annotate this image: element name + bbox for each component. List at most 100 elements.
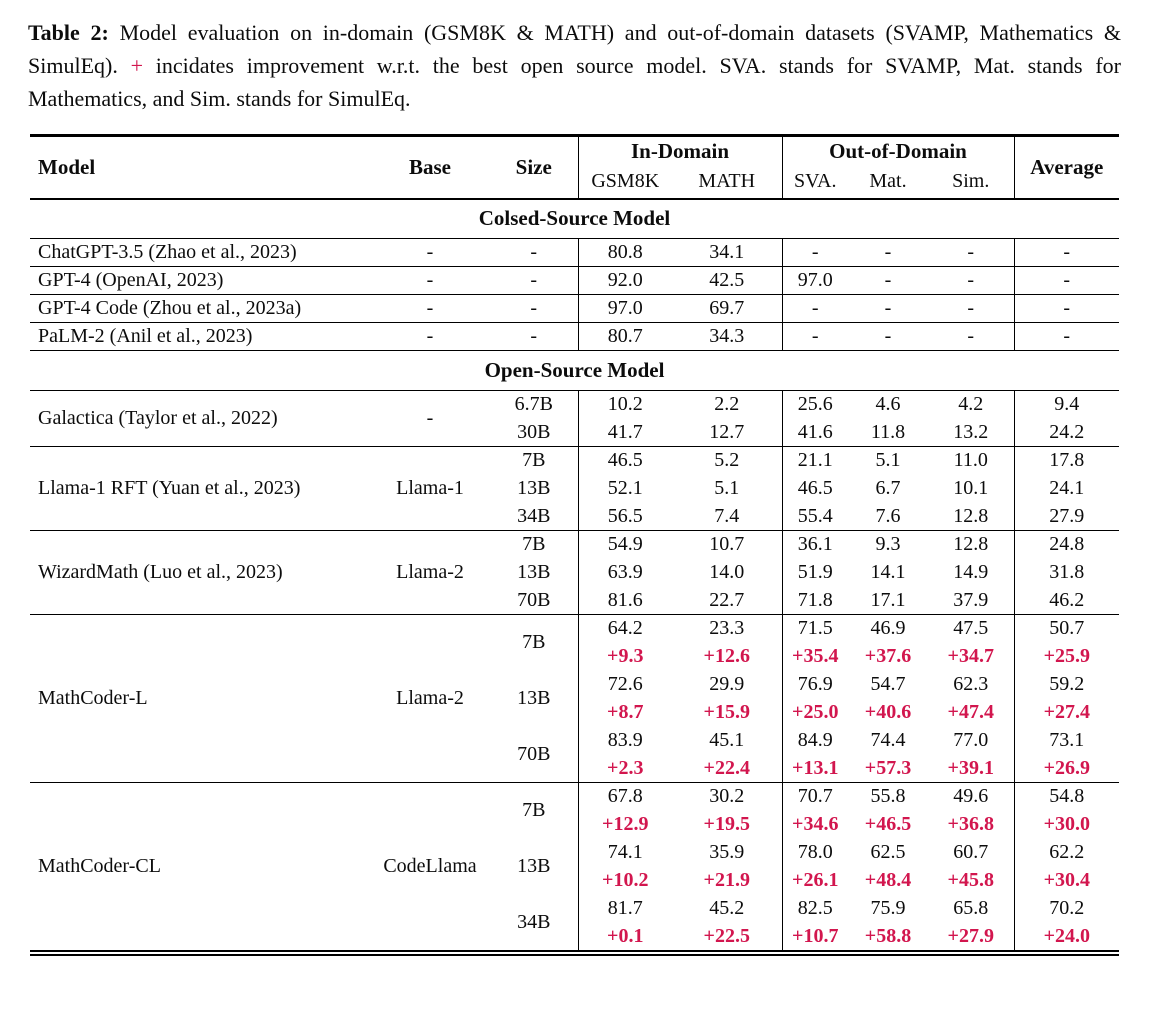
cell-delta: +34.7 (928, 642, 1015, 671)
column-header-model: Model (38, 154, 96, 179)
section-title-row: Colsed-Source Model (30, 199, 1120, 239)
cell-size: 7B (490, 446, 579, 475)
cell-value: 72.6 (607, 673, 643, 695)
cell-value: - (884, 269, 892, 291)
cell-value: 34.1 (672, 238, 783, 267)
cell-delta: +0.1 (607, 924, 644, 947)
cell-value: 46.5 (607, 449, 643, 472)
cell-base: Llama-1 (396, 477, 464, 499)
table-row: 34B 81.7 45.2 82.5 75.9 65.8 70.2 (30, 894, 1119, 951)
cell-model: GPT-4 Code (Zhou et al., 2023a) (38, 297, 302, 319)
cell-value: 9.4 (1054, 393, 1080, 416)
cell-value: 45.1 (672, 726, 783, 755)
cell-value: 4.2 (928, 390, 1015, 419)
cell-value: 17.8 (1049, 449, 1085, 472)
cell-value: 82.5 (797, 897, 833, 919)
cell-value: 37.9 (928, 586, 1015, 615)
cell-size: - (490, 238, 579, 267)
cell-model: Galactica (Taylor et al., 2022) (38, 407, 278, 429)
cell-delta: +9.3 (607, 645, 644, 667)
table-delta-row: +9.3 +12.6 +35.4 +37.6 +34.7 +25.9 (30, 642, 1119, 671)
cell-delta: +15.9 (672, 698, 783, 727)
table-row: GPT-4 Code (Zhou et al., 2023a) - - 97.0 69.… (30, 294, 1120, 323)
cell-value: 11.8 (870, 420, 906, 443)
section-title-row: Open-Source Model (30, 350, 1120, 391)
cell-size: 34B (490, 894, 579, 951)
cell-model: MathCoder-L (38, 687, 148, 709)
cell-value: 80.8 (607, 241, 643, 263)
section-title: Open-Source Model (484, 358, 665, 382)
cell-value: 81.6 (607, 588, 643, 611)
table-row: Llama-1 RFT (Yuan et al., 2023) Llama-1 7B… (30, 446, 1120, 499)
cell-delta: +46.5 (864, 813, 912, 835)
table-delta-row: +10.2 +21.9 +26.1 +48.4 +45.8 +30.4 (30, 866, 1119, 895)
cell-value: 12.8 (928, 530, 1015, 559)
cell-size: 13B (490, 474, 579, 503)
cell-value: 71.8 (797, 588, 833, 611)
column-header-svamp: SVA. (794, 170, 837, 192)
cell-delta: +26.9 (1043, 756, 1090, 779)
cell-value: 10.2 (607, 393, 643, 416)
cell-value: 62.2 (1049, 841, 1085, 863)
cell-value: 34.3 (672, 322, 783, 351)
cell-value: 56.5 (607, 504, 643, 527)
table-row: 13B 74.1 35.9 78.0 62.5 60.7 62.2 (30, 838, 1119, 895)
table-row: GPT-4 (OpenAI, 2023) - - 92.0 42.5 97.0 - - - (30, 266, 1120, 295)
cell-model: ChatGPT-3.5 (Zhao et al., 2023) (38, 241, 297, 263)
cell-value: 70.7 (797, 785, 833, 808)
cell-delta: +34.6 (792, 813, 839, 835)
cell-model: PaLM-2 (Anil et al., 2023) (38, 325, 253, 347)
cell-value: 17.1 (870, 588, 906, 611)
cell-value: 63.9 (607, 561, 643, 583)
cell-value: 4.6 (875, 393, 901, 416)
cell-value: 97.0 (797, 269, 833, 291)
cell-value: 5.2 (672, 446, 783, 475)
results-table-body: Colsed-Source Model ChatGPT-3.5 (Zhao et … (30, 199, 1120, 951)
caption-label: Table 2: (28, 20, 109, 45)
cell-value: - (1063, 241, 1071, 263)
caption-text-before-plus: Model evaluation on in-domain (GSM8K & M… (28, 20, 1122, 78)
cell-value: 11.0 (928, 446, 1015, 475)
table-row: MathCoder-L Llama-2 7B 64.2 23.3 71.5 46.9 47.5… (30, 614, 1120, 709)
table-delta-row: +2.3 +22.4 +13.1 +57.3 +39.1 +26.9 (30, 754, 1119, 783)
cell-base: - (426, 297, 434, 319)
cell-value: 27.9 (1049, 504, 1085, 527)
cell-value: 67.8 (607, 785, 643, 808)
cell-base: - (426, 407, 434, 429)
column-header-simuleq: Sim. (928, 165, 1015, 199)
cell-value: 75.9 (870, 897, 906, 919)
group-header-out-of-domain: Out-of-Domain (782, 135, 1015, 166)
cell-value: 14.9 (928, 558, 1015, 587)
cell-size: 70B (490, 726, 579, 783)
cell-size: - (490, 294, 579, 323)
cell-delta: +10.2 (602, 869, 649, 891)
cell-value: 35.9 (672, 838, 783, 867)
cell-delta: +27.4 (1043, 701, 1090, 723)
cell-value: 60.7 (928, 838, 1015, 867)
cell-value: - (928, 238, 1015, 267)
cell-value: 41.7 (607, 420, 643, 443)
cell-value: 25.6 (797, 393, 833, 416)
cell-base: - (426, 241, 434, 263)
cell-delta: +30.4 (1043, 869, 1090, 891)
cell-value: 21.1 (797, 449, 833, 472)
cell-delta: +12.9 (602, 813, 649, 835)
cell-value: 74.4 (870, 729, 906, 751)
cell-value: - (811, 297, 819, 319)
table-delta-row: +8.7 +15.9 +25.0 +40.6 +47.4 +27.4 (30, 698, 1119, 727)
cell-size: 6.7B (490, 390, 579, 419)
table-row: PaLM-2 (Anil et al., 2023) - - 80.7 34.3 - - - - (30, 322, 1120, 351)
cell-value: 54.7 (870, 673, 906, 695)
table-row: MathCoder-CL CodeLlama 7B 67.8 30.2 70.7 55.8 4… (30, 782, 1120, 877)
cell-delta: +35.4 (792, 645, 839, 667)
cell-size: 7B (490, 614, 579, 671)
cell-value: 62.5 (870, 841, 906, 863)
cell-value: - (884, 325, 892, 347)
cell-value: 41.6 (797, 420, 833, 443)
cell-size: 7B (490, 530, 579, 559)
cell-value: 29.9 (672, 670, 783, 699)
cell-value: 71.5 (797, 617, 833, 640)
cell-value: 69.7 (672, 294, 783, 323)
column-header-math: MATH (672, 165, 783, 199)
cell-value: 14.1 (870, 561, 906, 583)
